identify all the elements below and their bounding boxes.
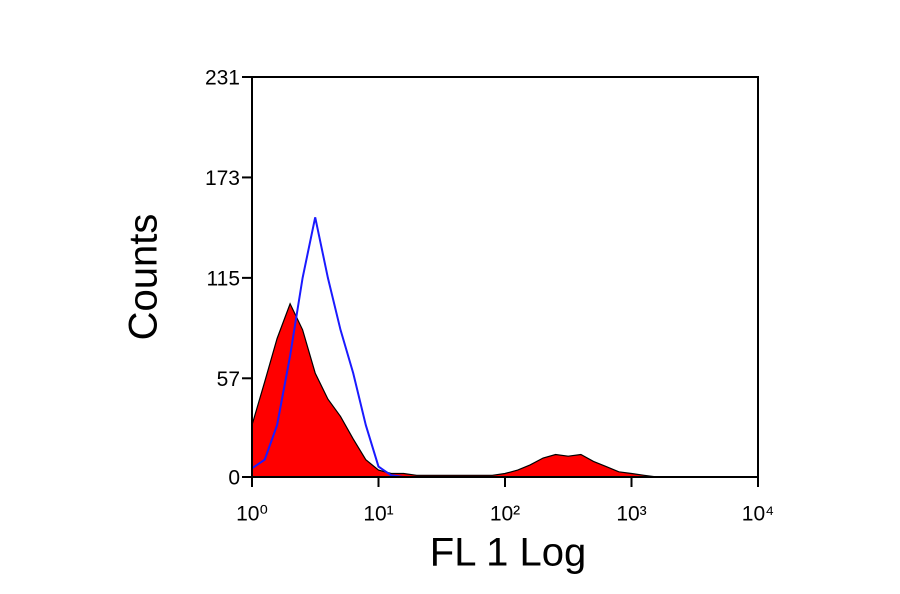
y-tick-label: 0 xyxy=(228,467,240,490)
x-tick-label: 10³ xyxy=(616,503,646,526)
y-tick-label: 57 xyxy=(217,368,240,391)
x-tick-label: 10⁰ xyxy=(236,503,268,526)
x-axis-label: FL 1 Log xyxy=(430,531,586,575)
area-fill xyxy=(252,303,657,477)
y-tick-label: 173 xyxy=(205,167,240,190)
y-axis-label: Counts xyxy=(122,214,166,341)
x-tick-label: 10¹ xyxy=(363,503,393,526)
x-tick-label: 10⁴ xyxy=(742,503,774,526)
histogram-outline xyxy=(251,302,657,478)
x-tick-label: 10² xyxy=(490,503,520,526)
y-tick-label: 115 xyxy=(207,267,240,290)
y-tick-label: 231 xyxy=(205,67,240,90)
